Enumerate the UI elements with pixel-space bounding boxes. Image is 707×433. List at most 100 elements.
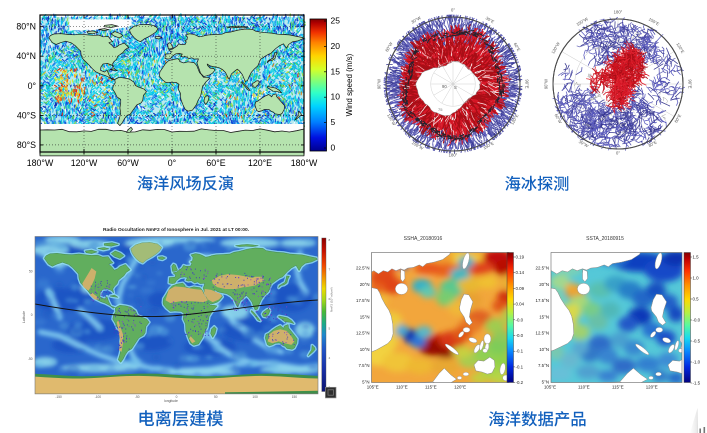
svg-text:105°E: 105°E (544, 385, 556, 390)
svg-text:SSTA_20180915: SSTA_20180915 (586, 236, 624, 242)
svg-text:15: 15 (331, 66, 341, 76)
svg-text:10°N: 10°N (539, 347, 549, 352)
svg-text:115°E: 115°E (612, 385, 624, 390)
svg-text:20°N: 20°N (360, 282, 370, 287)
svg-text:115°E: 115°E (425, 385, 437, 390)
svg-text:30°W: 30°W (578, 139, 589, 148)
svg-text:90°W: 90°W (377, 79, 382, 89)
svg-text:40°N: 40°N (16, 51, 36, 61)
svg-text:Wind speed (m/s): Wind speed (m/s) (345, 53, 354, 116)
svg-text:-1.5: -1.5 (693, 381, 701, 386)
svg-text:60°W: 60°W (384, 41, 393, 52)
svg-text:22.5°N: 22.5°N (356, 266, 369, 271)
svg-text:120°W: 120°W (386, 113, 397, 126)
svg-text:50: 50 (29, 270, 33, 274)
svg-text:120°E: 120°E (675, 42, 685, 55)
svg-text:30°E: 30°E (647, 139, 658, 148)
svg-text:105°E: 105°E (367, 385, 379, 390)
svg-text:22.5°N: 22.5°N (536, 266, 549, 271)
svg-text:-150: -150 (55, 395, 62, 399)
svg-text:180°W: 180°W (291, 158, 318, 168)
svg-text:150°E: 150°E (482, 140, 495, 150)
svg-text:90°W: 90°W (544, 79, 549, 89)
svg-text:7: 7 (329, 268, 331, 272)
svg-text:150°E: 150°E (648, 17, 661, 27)
svg-text:1.0: 1.0 (693, 276, 700, 281)
svg-text:0°: 0° (451, 8, 455, 13)
svg-text:0: 0 (176, 395, 178, 399)
svg-text:180°: 180° (614, 10, 623, 15)
svg-text:120°E: 120°E (248, 158, 272, 168)
svg-text:20°N: 20°N (539, 282, 549, 287)
svg-text:17.5°N: 17.5°N (536, 298, 549, 303)
svg-text:75: 75 (438, 107, 443, 112)
svg-text:60°W: 60°W (553, 113, 562, 124)
svg-text:80°N: 80°N (16, 22, 36, 32)
svg-text:110°E: 110°E (396, 385, 408, 390)
svg-text:-0.5: -0.5 (693, 339, 701, 344)
svg-text:0.5: 0.5 (693, 297, 700, 302)
svg-text:60°E: 60°E (673, 113, 682, 124)
svg-text:5°N: 5°N (362, 379, 369, 384)
svg-text:-0.1: -0.1 (516, 349, 524, 354)
svg-text:-50: -50 (135, 395, 140, 399)
svg-text:50: 50 (214, 395, 218, 399)
svg-text:5: 5 (329, 327, 331, 331)
svg-text:5°N: 5°N (542, 379, 549, 384)
svg-text:20: 20 (331, 41, 341, 51)
svg-text:60°E: 60°E (206, 158, 225, 168)
svg-text:90: 90 (442, 84, 447, 89)
svg-text:120°W: 120°W (550, 41, 561, 54)
svg-text:0.19: 0.19 (516, 255, 525, 260)
svg-text:0°: 0° (616, 151, 620, 156)
svg-text:Latitude: Latitude (22, 311, 26, 323)
svg-text:0.14: 0.14 (516, 270, 525, 275)
svg-text:150°W: 150°W (411, 140, 424, 151)
svg-text:30°E: 30°E (485, 15, 496, 24)
svg-text:-0.2: -0.2 (516, 380, 524, 385)
svg-text:60°W: 60°W (117, 158, 139, 168)
svg-text:150°W: 150°W (575, 16, 588, 27)
svg-text:60°E: 60°E (513, 42, 522, 53)
svg-text:Radio Occultation NmF2 of Iono: Radio Occultation NmF2 of Ionosphere in … (103, 227, 250, 233)
svg-text:150: 150 (292, 395, 298, 399)
svg-text:S: S (454, 85, 457, 90)
svg-text:-0.0: -0.0 (693, 318, 701, 323)
svg-text:80°S: 80°S (17, 140, 36, 150)
svg-text:longitude: longitude (164, 399, 178, 403)
svg-text:12.5°N: 12.5°N (536, 331, 549, 336)
svg-text:10: 10 (331, 92, 341, 102)
svg-text:NmF2 (10⁵ el/cm³): NmF2 (10⁵ el/cm³) (330, 287, 334, 312)
svg-text:SSHA_20180916: SSHA_20180916 (404, 236, 443, 242)
svg-text:0: 0 (331, 143, 336, 153)
svg-text:8: 8 (329, 238, 331, 242)
svg-text:15°N: 15°N (360, 314, 370, 319)
svg-text:17.5°N: 17.5°N (356, 298, 369, 303)
svg-text:180°W: 180°W (27, 158, 54, 168)
svg-text:4: 4 (329, 356, 331, 360)
svg-text:-1.0: -1.0 (693, 360, 701, 365)
svg-text:12.5°N: 12.5°N (356, 331, 369, 336)
svg-text:-100: -100 (95, 395, 102, 399)
svg-text:-0.0: -0.0 (516, 333, 524, 338)
svg-text:-0.1: -0.1 (516, 364, 524, 369)
svg-text:15°N: 15°N (539, 314, 549, 319)
svg-text:1.5: 1.5 (693, 255, 700, 260)
svg-text:30°W: 30°W (410, 15, 421, 24)
svg-text:7.5°N: 7.5°N (358, 363, 369, 368)
svg-text:7.5°N: 7.5°N (538, 363, 549, 368)
svg-text:90°E: 90°E (688, 79, 693, 88)
svg-text:0.04: 0.04 (516, 302, 525, 307)
svg-text:0: 0 (31, 313, 33, 317)
svg-text:6: 6 (329, 297, 331, 301)
svg-text:0.09: 0.09 (516, 286, 525, 291)
svg-text:25: 25 (331, 16, 341, 26)
svg-text:90°E: 90°E (525, 79, 530, 88)
svg-text:40°S: 40°S (17, 110, 36, 120)
svg-text:-0.0: -0.0 (516, 317, 524, 322)
svg-text:100: 100 (252, 395, 258, 399)
svg-text:-50: -50 (28, 357, 33, 361)
svg-text:0°: 0° (168, 158, 176, 168)
svg-text:120°W: 120°W (71, 158, 98, 168)
svg-text:120°E: 120°E (509, 113, 519, 126)
